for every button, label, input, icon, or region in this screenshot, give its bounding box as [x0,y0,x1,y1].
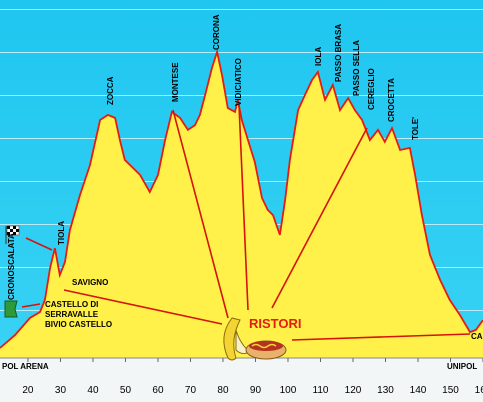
x-tick-label: 160 [475,385,483,396]
arrows [21,104,471,341]
peak-label: IOLA [314,47,323,66]
place-label: SERRAVALLE [45,310,99,319]
peak-label: CROCETTA [387,78,396,122]
peak-label: ZOCCA [106,76,115,105]
ristori-label: RISTORI [249,316,302,331]
place-label: CA [471,332,483,341]
start-flag [4,300,18,318]
x-tick-label: 60 [152,385,164,396]
x-tick-label: 40 [87,385,99,396]
peak-label: TOLE' [411,117,420,140]
profile-area [0,51,483,359]
x-tick-label: 140 [410,385,427,396]
x-tick-label: 120 [345,385,362,396]
place-label: BIVIO CASTELLO [45,320,112,329]
peak-label: PASSO BRASA [334,24,343,82]
axis-band [0,358,483,402]
x-tick-label: 110 [313,385,329,396]
x-tick-label: 90 [250,385,262,396]
finish-flag [5,225,20,244]
x-tick-label: 100 [280,385,297,396]
x-tick-label: 130 [377,385,394,396]
peak-label: TIOLA [57,221,66,245]
x-tick-label: 80 [217,385,229,396]
peak-label: CRONOSCALATA [7,233,16,300]
x-tick-label: 150 [442,385,459,396]
start-label: POL ARENA [2,362,49,371]
hotdog-icon [245,340,287,360]
place-label: CASTELLO DI [45,300,98,309]
x-tick-label: 70 [185,385,197,396]
peak-label: PASSO SELLA [352,40,361,96]
peak-label: CEREGLIO [367,68,376,110]
place-label: SAVIGNO [72,278,108,287]
end-label: UNIPOL [447,362,477,371]
x-tick-label: 20 [22,385,34,396]
peak-label: VIDICIATICO [234,58,243,106]
peak-label: MONTESE [171,62,180,102]
x-tick-label: 30 [55,385,67,396]
x-tick-label: 50 [120,385,132,396]
peak-label: CORONA [212,14,221,50]
